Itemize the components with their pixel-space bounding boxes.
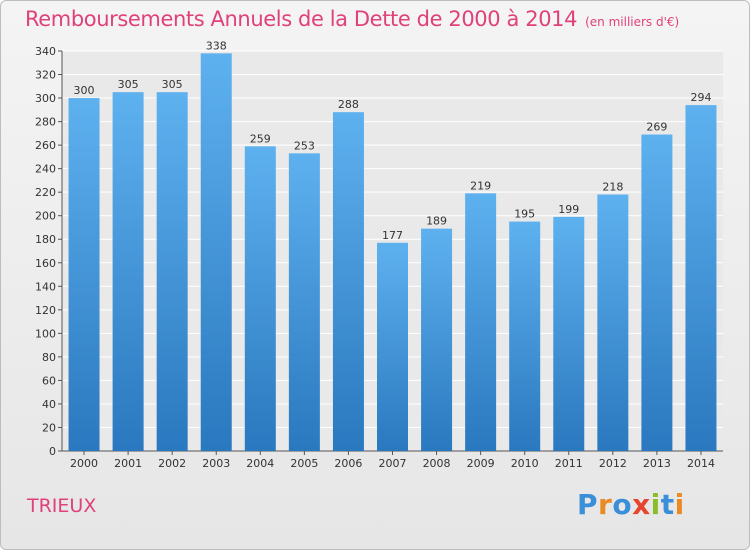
- y-tick-label: 60: [42, 374, 56, 387]
- bar: [332, 112, 364, 452]
- data-label: 253: [294, 139, 315, 152]
- logo-letter: i: [650, 488, 661, 521]
- x-tick-label: 2006: [334, 457, 362, 470]
- data-label: 338: [206, 39, 227, 52]
- y-tick-label: 320: [35, 69, 56, 82]
- logo-letter: r: [598, 488, 613, 521]
- data-label: 259: [250, 132, 271, 145]
- bar: [597, 194, 629, 451]
- chart-title: Remboursements Annuels de la Dette de 20…: [25, 7, 679, 31]
- bar: [641, 134, 673, 451]
- x-tick-label: 2013: [643, 457, 671, 470]
- data-label: 269: [646, 121, 667, 134]
- y-tick-label: 40: [42, 398, 56, 411]
- logo-letter: t: [660, 488, 675, 521]
- y-tick-label: 240: [35, 163, 56, 176]
- y-tick-label: 160: [35, 257, 56, 270]
- x-tick-label: 2008: [423, 457, 451, 470]
- bar: [685, 105, 717, 451]
- y-tick-label: 80: [42, 351, 56, 364]
- data-label: 305: [118, 78, 139, 91]
- x-tick-label: 2004: [246, 457, 274, 470]
- logo-letter: P: [577, 488, 599, 521]
- y-tick-label: 120: [35, 304, 56, 317]
- data-label: 300: [74, 84, 95, 97]
- y-tick-label: 140: [35, 280, 56, 293]
- bar: [509, 221, 541, 451]
- x-tick-label: 2010: [511, 457, 539, 470]
- y-tick-label: 300: [35, 92, 56, 105]
- x-tick-label: 2003: [202, 457, 230, 470]
- bar: [244, 146, 276, 451]
- y-tick-label: 260: [35, 139, 56, 152]
- x-tick-label: 2011: [555, 457, 583, 470]
- y-tick-label: 280: [35, 116, 56, 129]
- bar: [68, 98, 100, 451]
- y-tick-label: 100: [35, 327, 56, 340]
- logo-letter: x: [632, 488, 651, 521]
- place-name: TRIEUX: [27, 495, 97, 517]
- logo-letter: i: [674, 488, 685, 521]
- data-label: 199: [558, 203, 579, 216]
- chart-title-text: Remboursements Annuels de la Dette de 20…: [25, 7, 578, 31]
- data-label: 195: [514, 208, 535, 221]
- x-tick-label: 2014: [687, 457, 715, 470]
- y-tick-label: 220: [35, 186, 56, 199]
- data-label: 219: [470, 179, 491, 192]
- x-tick-label: 2007: [379, 457, 407, 470]
- data-label: 177: [382, 229, 403, 242]
- x-tick-label: 2012: [599, 457, 627, 470]
- y-tick-label: 0: [49, 445, 56, 458]
- y-tick-label: 20: [42, 421, 56, 434]
- bar: [421, 228, 453, 451]
- data-label: 294: [690, 91, 711, 104]
- bar: [465, 193, 497, 451]
- x-tick-label: 2009: [467, 457, 495, 470]
- logo-letter: o: [612, 488, 633, 521]
- bar: [156, 92, 188, 452]
- chart-subtitle: (en milliers d'€): [585, 15, 680, 29]
- y-tick-label: 340: [35, 45, 56, 58]
- bar: [288, 153, 320, 451]
- data-label: 288: [338, 98, 359, 111]
- data-label: 218: [602, 181, 623, 194]
- data-label: 305: [162, 78, 183, 91]
- x-tick-label: 2000: [70, 457, 98, 470]
- proxiti-logo: Proxiti: [577, 488, 685, 521]
- x-tick-label: 2005: [290, 457, 318, 470]
- bar: [377, 242, 408, 451]
- x-tick-label: 2001: [114, 457, 142, 470]
- y-tick-label: 200: [35, 210, 56, 223]
- x-tick-label: 2002: [158, 457, 186, 470]
- data-label: 189: [426, 215, 447, 228]
- y-tick-label: 180: [35, 233, 56, 246]
- bar: [553, 216, 585, 451]
- bar: [200, 53, 232, 452]
- bar: [112, 92, 144, 452]
